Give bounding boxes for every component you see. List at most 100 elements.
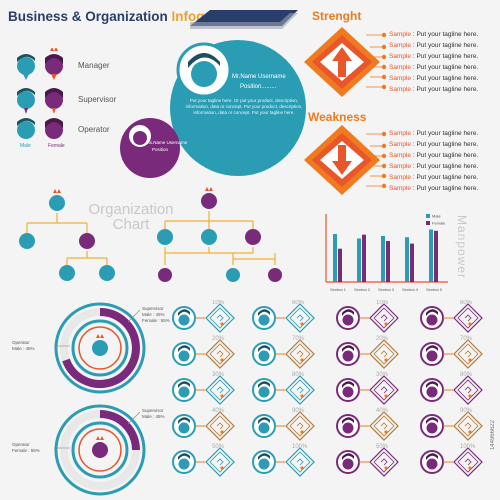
strength-diamond [304, 27, 380, 97]
x-tick-label: Section 4 [402, 288, 418, 292]
percent-label: 30% [212, 372, 225, 378]
percent-item: 70% [252, 336, 315, 369]
female-label: Female [48, 143, 65, 149]
manpower-label: Manpower [455, 215, 469, 280]
org-chart-title: Organization Chart [86, 202, 176, 232]
bar-male-5 [429, 229, 433, 282]
strength-item: Sample : Put your tagline here. [389, 53, 479, 60]
strength-item: Sample : Put your tagline here. [389, 42, 479, 49]
legend-label: Female [432, 221, 446, 226]
percent-item: 40% [172, 408, 235, 441]
stock-id: 144966622 [490, 420, 496, 451]
bar-female-2 [362, 234, 366, 282]
arrow-down-icon [332, 145, 352, 175]
bar-female-3 [386, 241, 390, 282]
org-chart-left [19, 189, 115, 281]
percent-label: 20% [212, 336, 225, 342]
donut-chart-top [54, 302, 146, 394]
legend-swatch [426, 221, 430, 225]
x-tick-label: Section 1 [330, 288, 346, 292]
bar-male-1 [333, 234, 337, 282]
strength-item: Sample : Put your tagline here. [389, 64, 479, 71]
bar-female-5 [434, 230, 438, 282]
org-title-line2: Chart [112, 216, 150, 233]
donut-top-supervisor: Supervisor [142, 306, 164, 311]
manager-label: Manager [78, 61, 110, 70]
donut-bottom-male: Male : 45% [142, 414, 165, 419]
percent-item: 100% [420, 444, 483, 477]
weakness-item: Sample : Put your tagline here. [389, 152, 479, 159]
percent-label: 80% [460, 372, 473, 378]
org-title-line1: Organization [88, 201, 174, 218]
percent-label: 40% [212, 408, 225, 414]
percent-item: 50% [172, 444, 235, 477]
role-icons [17, 48, 63, 139]
bar-male-3 [381, 235, 385, 282]
supervisor-male-icon [17, 88, 35, 114]
percent-label: 90% [292, 408, 305, 414]
x-tick-label: Section 5 [426, 288, 442, 292]
profile-bubbles [120, 40, 306, 178]
operator-male-icon [17, 118, 35, 139]
donut-bottom-female: Female : 55% [12, 448, 40, 453]
legend-swatch [426, 214, 430, 218]
percent-item: 20% [336, 336, 399, 369]
percent-item: 10% [172, 300, 235, 333]
percent-item: 100% [252, 444, 315, 477]
weakness-item: Sample : Put your tagline here. [389, 130, 479, 137]
bar-female-4 [410, 243, 414, 282]
weakness-item: Sample : Put your tagline here. [389, 185, 479, 192]
weakness-item: Sample : Put your tagline here. [389, 163, 479, 170]
percent-item: 30% [172, 372, 235, 405]
manager-male-icon [17, 54, 35, 80]
percent-label: 40% [376, 408, 389, 414]
manpower-chart: Section 1 Section 2 Section 3 Section 4 Sect… [325, 214, 448, 292]
donut-top-female: Female : 55% [142, 318, 170, 323]
percent-item: 30% [336, 372, 399, 405]
arrow-up-icon [332, 47, 352, 77]
percent-item: 70% [420, 336, 483, 369]
strength-list: Sample : Put your tagline here. Sample :… [389, 31, 478, 97]
profile-body: Put your tagline here. Or put your produ… [185, 98, 303, 115]
strength-title: Strenght [312, 9, 362, 23]
percent-label: 70% [292, 336, 305, 342]
strength-item: Sample : Put your tagline here. [389, 75, 479, 82]
percent-label: 80% [292, 372, 305, 378]
manager-female-icon [45, 48, 63, 80]
weakness-item: Sample : Put your tagline here. [389, 174, 479, 181]
percent-label: 90% [460, 408, 473, 414]
percent-label: 60% [292, 300, 305, 306]
org-charts [19, 187, 282, 282]
percent-label: 10% [212, 300, 225, 306]
legend-label: Male [432, 214, 441, 219]
percent-item: 20% [172, 336, 235, 369]
org-chart-right [157, 187, 282, 282]
x-tick-label: Section 3 [378, 288, 394, 292]
percent-label: 10% [376, 300, 389, 306]
weakness-title: Weakness [308, 110, 367, 124]
percent-item: 50% [336, 444, 399, 477]
bar-male-2 [357, 238, 361, 282]
percent-item: 40% [336, 408, 399, 441]
donut-bottom-operator: Operator [12, 442, 30, 447]
operator-female-icon [45, 118, 63, 139]
supervisor-female-icon [45, 88, 63, 114]
donut-bottom-supervisor: Supervisor [142, 408, 164, 413]
percent-label: 70% [460, 336, 473, 342]
percent-item: 80% [252, 372, 315, 405]
percent-item: 10% [336, 300, 399, 333]
donut-top-op-male: Male : 45% [12, 346, 35, 351]
percent-label: 50% [376, 444, 389, 450]
supervisor-label: Supervisor [78, 95, 117, 104]
donut-top-operator: Operator [12, 340, 30, 345]
percent-label: 50% [212, 444, 225, 450]
title-part1: Business & Organization [8, 9, 168, 24]
weakness-list: Sample : Put your tagline here. Sample :… [389, 130, 478, 196]
small-profile-position: Position [152, 147, 169, 152]
donut-top-male: Male : 45% [142, 312, 165, 317]
percent-item: 90% [420, 408, 483, 441]
male-label: Male [20, 143, 31, 149]
weakness-diamond [304, 125, 380, 195]
percent-label: 100% [292, 444, 308, 450]
weakness-item: Sample : Put your tagline here. [389, 141, 479, 148]
